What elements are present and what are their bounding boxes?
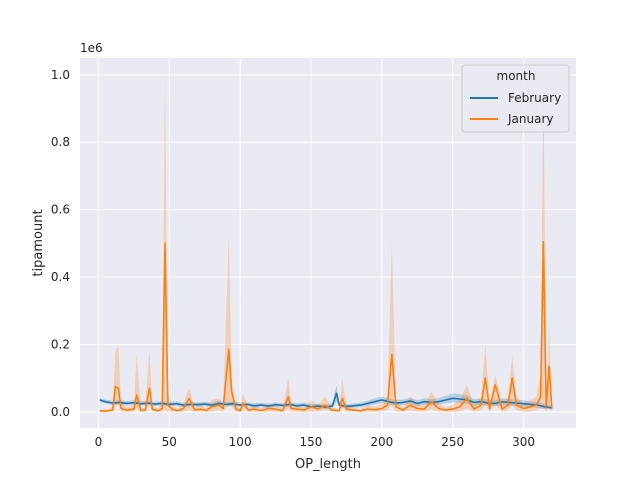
x-tick-label: 200 (370, 435, 393, 449)
x-tick-label: 0 (95, 435, 103, 449)
x-tick-label: 300 (512, 435, 535, 449)
y-offset-text: 1e6 (80, 41, 103, 55)
band-february (99, 384, 552, 410)
line-january (99, 240, 553, 413)
legend-box (461, 64, 570, 133)
x-axis-label: OP_length (295, 457, 361, 472)
x-tick-label: 250 (441, 435, 464, 449)
y-tick-label: 0.2 (51, 337, 70, 351)
legend-label-february: February (508, 91, 561, 105)
x-axis-ticks: 0 50 100 150 200 250 300 (95, 435, 535, 449)
y-tick-label: 0.8 (51, 135, 70, 149)
x-tick-label: 100 (229, 435, 252, 449)
line-february (99, 392, 553, 409)
confidence-bands (99, 74, 552, 412)
legend-label-january: January (507, 112, 554, 126)
y-tick-label: 0.4 (51, 270, 70, 284)
y-axis-label: tipamount (31, 209, 46, 276)
y-tick-label: 1.0 (51, 68, 70, 82)
x-tick-label: 150 (300, 435, 323, 449)
y-axis-ticks: 0.0 0.2 0.4 0.6 0.8 1.0 (51, 68, 70, 419)
legend: month February January (461, 64, 570, 133)
legend-entries: February January (470, 91, 561, 126)
y-tick-label: 0.0 (51, 405, 70, 419)
x-tick-label: 50 (162, 435, 177, 449)
y-tick-label: 0.6 (51, 203, 70, 217)
series-lines (99, 240, 553, 413)
legend-title: month (497, 69, 536, 83)
